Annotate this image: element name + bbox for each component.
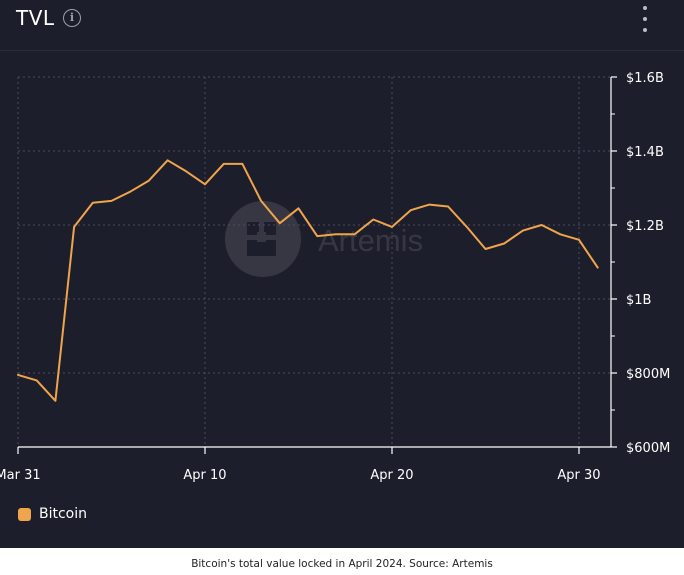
x-tick-label: Apr 10	[183, 468, 226, 483]
legend-label-bitcoin: Bitcoin	[39, 506, 88, 522]
series-line-bitcoin	[17, 159, 599, 402]
info-icon[interactable]: i	[63, 9, 81, 27]
y-tick-label: $600M	[626, 441, 670, 456]
vertical-ellipsis-icon[interactable]	[635, 6, 655, 32]
watermark-text: Artemis	[318, 223, 423, 258]
x-tick-label: Apr 30	[557, 468, 600, 483]
artemis-logo-icon	[225, 201, 301, 277]
image-caption: Bitcoin's total value locked in April 20…	[191, 558, 493, 570]
artemis-watermark: Artemis	[225, 201, 423, 277]
y-tick-label: $1.4B	[626, 145, 664, 160]
chart-header: TVL i	[0, 0, 684, 51]
x-tick-label: Mar 31	[0, 468, 41, 483]
chart-title: TVL	[16, 6, 55, 30]
tvl-line-chart: Artemis $600M $800M $1B $1.2B $1.4B $1.6B Mar …	[0, 71, 670, 483]
y-tick-label: $1.2B	[626, 219, 664, 234]
legend-swatch-bitcoin	[18, 507, 31, 521]
chart-grid	[17, 76, 611, 447]
legend[interactable]: Bitcoin	[18, 506, 87, 522]
y-tick-label: $1B	[626, 293, 651, 308]
x-tick-label: Apr 20	[370, 468, 413, 483]
tvl-chart-card: TVL i Artemis $600M $800M $1B $1.2B $1.4B $1.…	[0, 0, 684, 548]
chart-axes: $600M $800M $1B $1.2B $1.4B $1.6B Mar 31 Apr 10…	[0, 71, 670, 483]
y-tick-label: $800M	[626, 367, 670, 382]
chart-series	[17, 159, 599, 402]
y-tick-label: $1.6B	[626, 71, 664, 86]
